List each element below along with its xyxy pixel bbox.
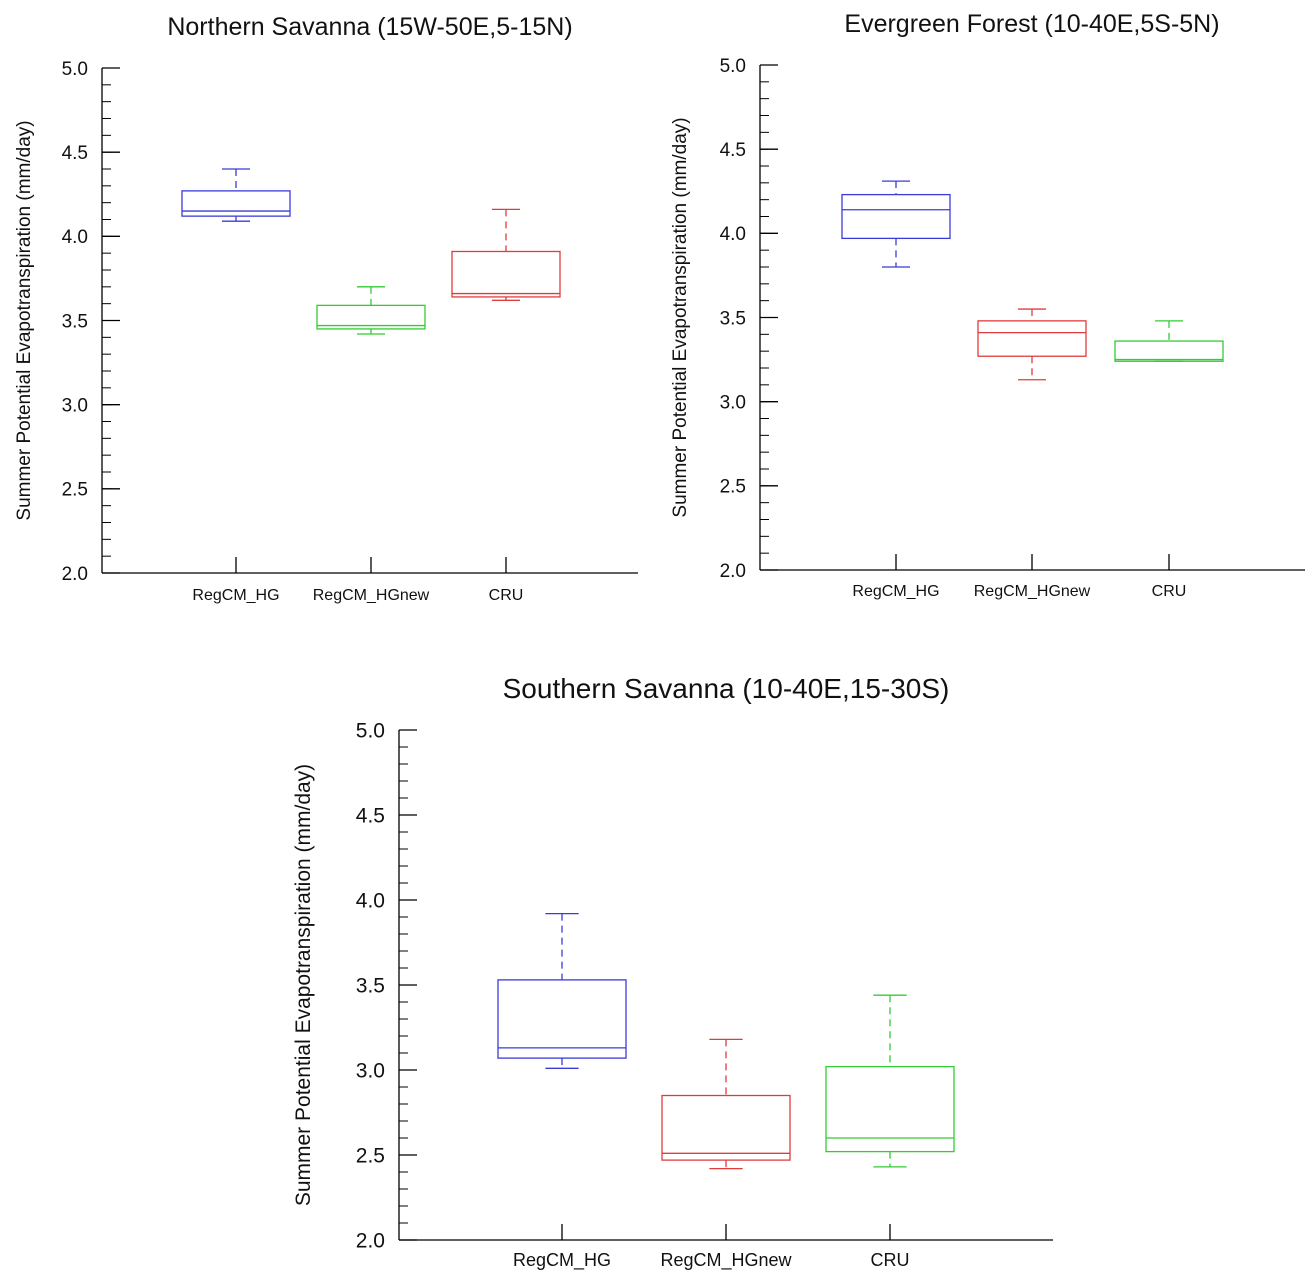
box-regcm-hgnew [316,286,426,335]
y-tick-label: 4.0 [720,224,746,245]
y-tick-label: 2.5 [356,1145,385,1168]
y-axis-label: Summer Potential Evapotranspiration (mm/… [14,120,35,520]
box-regcm-hg [841,180,951,268]
y-tick-label: 4.5 [720,140,746,161]
y-tick-label: 3.0 [356,1060,385,1083]
box-regcm-hg [497,912,627,1069]
iqr-box [316,304,426,330]
x-tick-label: CRU [871,1250,910,1270]
y-tick-label: 4.5 [356,805,385,828]
box-cru [451,208,561,301]
box-cru [1114,320,1224,362]
y-tick-label: 2.0 [720,561,746,582]
y-tick-label: 5.0 [720,56,746,77]
iqr-box [497,979,627,1059]
y-tick-label: 3.5 [62,311,88,332]
y-tick-label: 5.0 [356,720,385,743]
iqr-box [825,1065,955,1153]
y-tick-label: 4.5 [62,143,88,164]
iqr-box [451,250,561,298]
x-tick-label: RegCM_HG [852,583,939,600]
x-tick-label: RegCM_HG [192,587,279,604]
chart-panel-3: Southern Savanna (10-40E,15-30S) Summer P… [292,673,1053,1271]
iqr-box [841,193,951,240]
chart-panel-2: Evergreen Forest (10-40E,5S-5N) Summer Po… [670,10,1305,600]
box-regcm-hg [181,168,291,222]
y-tick-label: 3.0 [62,396,88,417]
y-axis-label: Summer Potential Evapotranspiration (mm/… [292,764,315,1206]
y-axis-label: Summer Potential Evapotranspiration (mm/… [670,117,691,517]
iqr-box [1114,340,1224,362]
y-tick-label: 5.0 [62,59,88,80]
y-tick-label: 4.0 [356,890,385,913]
y-tick-label: 3.0 [720,393,746,414]
x-tick-label: RegCM_HGnew [660,1250,792,1271]
x-tick-label: RegCM_HGnew [974,583,1091,600]
box-cru [825,994,955,1168]
chart-title: Southern Savanna (10-40E,15-30S) [503,673,950,704]
y-tick-label: 2.0 [62,564,88,585]
iqr-box [977,320,1087,357]
x-tick-label: RegCM_HG [513,1250,611,1271]
box-regcm-hgnew [661,1038,791,1170]
x-tick-label: CRU [489,587,524,604]
y-tick-label: 2.0 [356,1230,385,1253]
y-tick-label: 3.5 [356,975,385,998]
chart-title: Evergreen Forest (10-40E,5S-5N) [844,10,1219,38]
chart-title: Northern Savanna (15W-50E,5-15N) [167,13,572,41]
iqr-box [181,190,291,217]
iqr-box [661,1094,791,1161]
y-tick-label: 3.5 [720,308,746,329]
y-tick-label: 2.5 [720,477,746,498]
y-tick-label: 4.0 [62,227,88,248]
chart-panel-1: Northern Savanna (15W-50E,5-15N) Summer P… [14,13,638,604]
x-tick-label: CRU [1152,583,1187,600]
x-tick-label: RegCM_HGnew [313,587,430,604]
box-regcm-hgnew [977,308,1087,381]
y-tick-label: 2.5 [62,480,88,501]
